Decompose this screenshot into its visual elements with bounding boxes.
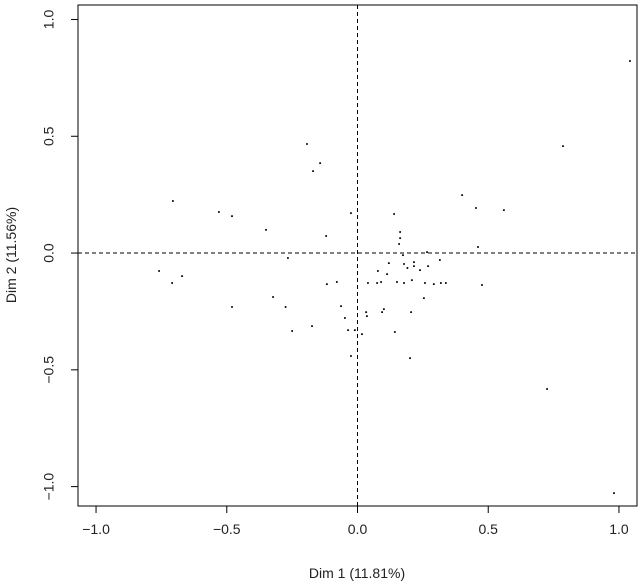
point: [349, 212, 352, 215]
point: [171, 281, 174, 284]
point: [264, 228, 267, 231]
point: [230, 215, 233, 218]
y-axis-label: Dim 2 (11.56%): [3, 207, 19, 303]
point: [325, 283, 328, 286]
point: [325, 234, 328, 237]
y-tick-label: 0.0: [41, 243, 57, 263]
point: [474, 206, 477, 209]
point: [291, 330, 294, 333]
point: [444, 281, 447, 284]
point: [365, 311, 368, 314]
point: [628, 60, 631, 63]
x-tick-label: 0.5: [478, 521, 498, 537]
point: [412, 261, 415, 264]
point: [480, 284, 483, 287]
point: [426, 251, 429, 254]
point: [461, 194, 464, 197]
point: [319, 162, 322, 165]
point: [386, 273, 389, 276]
point: [340, 305, 343, 308]
x-tick-label: −1.0: [82, 521, 110, 537]
point: [335, 281, 338, 284]
point: [409, 357, 412, 360]
point: [612, 492, 615, 495]
point: [399, 231, 402, 234]
point: [477, 245, 480, 248]
point: [158, 270, 161, 273]
point: [393, 330, 396, 333]
y-tick-label: 0.5: [41, 126, 57, 146]
point: [272, 295, 275, 298]
point: [306, 142, 309, 145]
point: [286, 256, 289, 259]
point: [387, 262, 390, 265]
point: [347, 329, 350, 332]
point: [393, 213, 396, 216]
point: [439, 281, 442, 284]
point: [422, 297, 425, 300]
plot-frame: [77, 4, 638, 507]
point: [380, 281, 383, 284]
point: [376, 270, 379, 273]
point: [432, 283, 435, 286]
point: [376, 281, 379, 284]
point: [217, 210, 220, 213]
point: [343, 316, 346, 319]
point: [412, 265, 415, 268]
point: [410, 279, 413, 282]
point: [410, 311, 413, 314]
point: [312, 170, 315, 173]
point: [395, 281, 398, 284]
point: [311, 325, 314, 328]
x-tick-label: −0.5: [213, 521, 241, 537]
point: [349, 355, 352, 358]
point: [502, 209, 505, 212]
point: [381, 311, 384, 314]
x-tick-label: 1.0: [609, 521, 629, 537]
point: [401, 254, 404, 257]
point: [406, 266, 409, 269]
point: [403, 263, 406, 266]
point: [418, 269, 421, 272]
point: [230, 306, 233, 309]
point: [546, 387, 549, 390]
point: [181, 275, 184, 278]
point: [399, 237, 402, 240]
point: [423, 281, 426, 284]
point: [353, 329, 356, 332]
point: [403, 281, 406, 284]
point: [562, 145, 565, 148]
point: [382, 308, 385, 311]
point: [427, 265, 430, 268]
point: [366, 281, 369, 284]
x-axis-label: Dim 1 (11.81%): [309, 565, 405, 581]
y-tick-label: −1.0: [41, 473, 57, 501]
point: [438, 259, 441, 262]
x-tick-label: 0.0: [348, 521, 368, 537]
point: [398, 242, 401, 245]
point: [365, 315, 368, 318]
y-tick-label: −0.5: [41, 356, 57, 384]
point: [284, 306, 287, 309]
y-tick-label: 1.0: [41, 10, 57, 30]
point: [360, 333, 363, 336]
point: [171, 199, 174, 202]
